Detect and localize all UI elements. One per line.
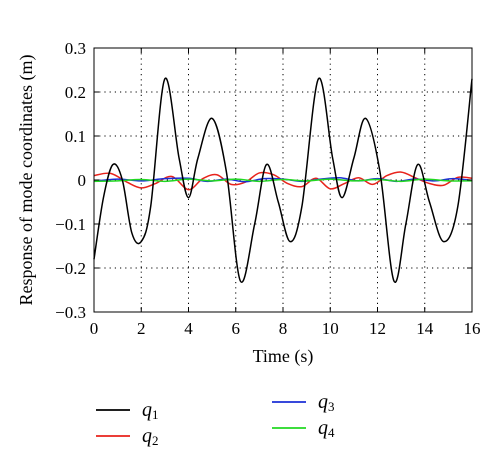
x-tick-label: 0 [90,319,99,338]
x-tick-label: 16 [464,319,481,338]
series-line-q4 [93,178,473,183]
legend-label-q1: q1 [142,399,159,422]
y-tick-label: 0.2 [65,83,86,102]
series-line-q1 [93,77,473,283]
legend-label-q2: q2 [142,425,159,448]
x-tick-label: 6 [232,319,241,338]
y-tick-label: 0 [78,171,87,190]
y-axis-label: Response of mode coordinates (m) [16,55,37,306]
x-axis-label: Time (s) [253,346,314,367]
y-tick-label: −0.3 [55,303,86,322]
axis-ticks: 0 2 4 6 8 10 12 14 16 −0.3 −0.2 −0.1 0 0.1 0.2 0.3 [55,39,480,338]
x-tick-label: 14 [416,319,434,338]
x-tick-label: 4 [184,319,193,338]
y-tick-label: −0.1 [55,215,86,234]
plot-lines [93,77,473,283]
y-tick-label: −0.2 [55,259,86,278]
y-tick-label: 0.3 [65,39,86,58]
legend-label-q3: q3 [318,391,335,414]
x-tick-label: 2 [137,319,146,338]
x-tick-label: 8 [279,319,288,338]
y-tick-label: 0.1 [65,127,86,146]
legend-label-q4: q4 [318,417,335,440]
legend: q1 q2 q3 q4 [96,391,335,448]
x-tick-label: 12 [369,319,386,338]
x-tick-label: 10 [322,319,339,338]
